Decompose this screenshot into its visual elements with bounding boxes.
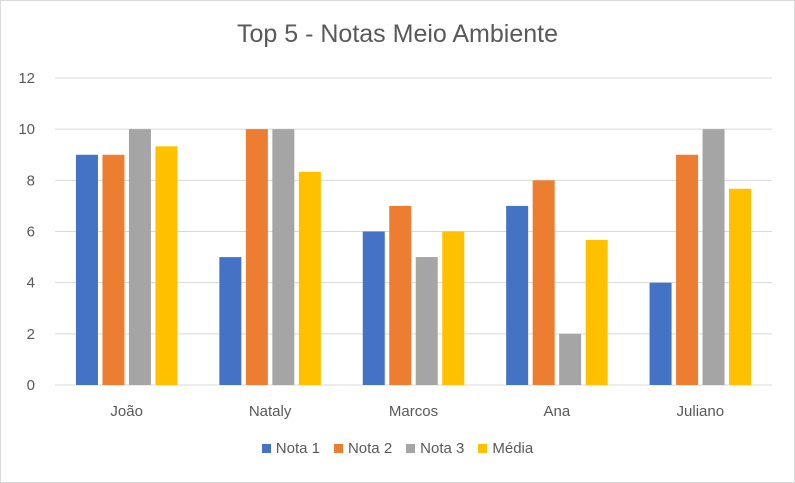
bar-nota-1-2	[362, 231, 385, 385]
bar-média-1	[298, 171, 321, 385]
x-tick-label: Juliano	[677, 403, 725, 420]
y-tick-label: 6	[27, 224, 35, 241]
bar-nota-1-3	[506, 205, 529, 385]
chart-title: Top 5 - Notas Meio Ambiente	[237, 20, 558, 48]
bar-nota-2-0	[102, 154, 125, 385]
x-tick-label: Nataly	[249, 403, 292, 420]
y-tick-label: 0	[27, 377, 35, 394]
bar-nota-1-4	[649, 282, 672, 385]
y-tick-label: 10	[18, 121, 35, 138]
bar-nota-3-4	[702, 129, 725, 385]
legend-item: Nota 3	[406, 440, 464, 457]
bar-nota-2-1	[245, 129, 268, 385]
y-tick-label: 8	[27, 172, 35, 189]
legend-swatch	[333, 444, 343, 453]
bar-nota-2-2	[389, 205, 412, 385]
x-tick-label: Marcos	[389, 403, 438, 420]
legend-label: Nota 3	[420, 440, 465, 457]
bar-nota-3-2	[415, 257, 438, 385]
bar-nota-1-1	[219, 257, 242, 385]
legend-swatch	[261, 444, 271, 453]
legend: Nota 1 Nota 2 Nota 3 Média	[0, 440, 795, 457]
legend-swatch	[406, 444, 416, 453]
bar-nota-3-3	[559, 333, 582, 385]
legend-label: Média	[492, 440, 534, 457]
bar-nota-3-1	[272, 129, 295, 385]
bar-média-2	[442, 231, 465, 385]
bar-nota-3-0	[128, 129, 151, 385]
x-tick-label: João	[110, 403, 143, 420]
y-tick-label: 4	[27, 275, 35, 292]
legend-item: Nota 2	[333, 440, 393, 457]
legend-label: Nota 2	[347, 440, 393, 457]
y-tick-label: 2	[27, 326, 35, 343]
bar-nota-2-4	[676, 154, 699, 385]
bar-nota-1-0	[75, 154, 98, 385]
x-tick-label: Ana	[544, 403, 571, 420]
y-tick-label: 12	[18, 70, 35, 87]
legend-item: Nota 1	[261, 440, 320, 457]
legend-item: Média	[478, 440, 533, 457]
legend-swatch	[478, 444, 488, 453]
bar-média-0	[155, 146, 178, 385]
bar-média-4	[729, 188, 752, 385]
legend-label: Nota 1	[275, 440, 320, 457]
bar-nota-2-3	[532, 180, 555, 385]
bar-média-3	[585, 239, 608, 385]
